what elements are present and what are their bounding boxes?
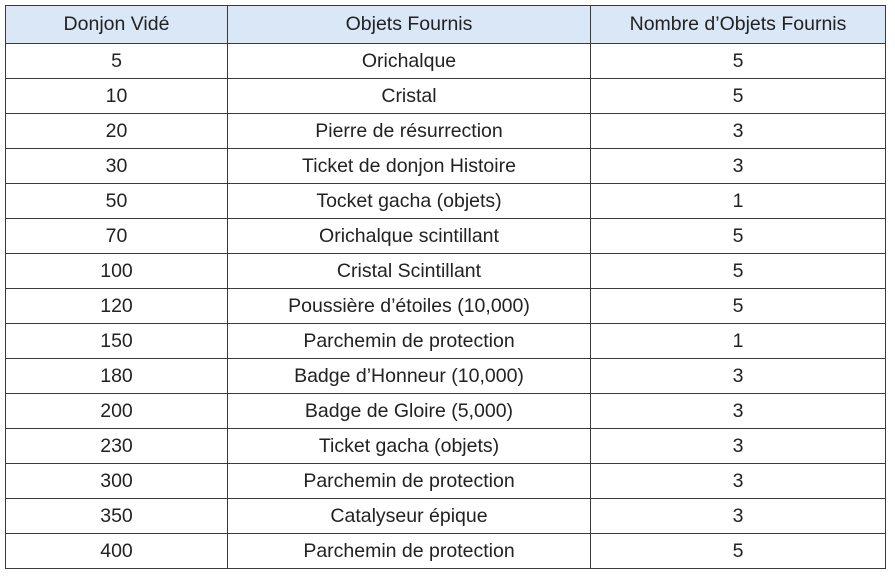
- table-cell: 120: [5, 288, 228, 324]
- table-row: 400 Parchemin de protection 5: [5, 533, 886, 569]
- header-cell: Nombre d’Objets Fournis: [590, 5, 886, 44]
- table-cell: 400: [5, 533, 228, 569]
- table-cell: Badge d’Honneur (10,000): [227, 358, 591, 394]
- table-container: Donjon Vidé Objets Fournis Nombre d’Objets…: [5, 5, 886, 569]
- table-cell: 3: [590, 428, 886, 464]
- table-row: 50 Tocket gacha (objets) 1: [5, 183, 886, 219]
- table-row: 350 Catalyseur épique 3: [5, 498, 886, 534]
- table-cell: Orichalque scintillant: [227, 218, 591, 254]
- table-row: 230 Ticket gacha (objets) 3: [5, 428, 886, 464]
- table-cell: 300: [5, 463, 228, 499]
- table-cell: 3: [590, 148, 886, 184]
- table-cell: 70: [5, 218, 228, 254]
- table-cell: Ticket de donjon Histoire: [227, 148, 591, 184]
- table-cell: 150: [5, 323, 228, 359]
- table-cell: Tocket gacha (objets): [227, 183, 591, 219]
- table-row: 20 Pierre de résurrection 3: [5, 113, 886, 149]
- table-cell: Parchemin de protection: [227, 533, 591, 569]
- table-row: 300 Parchemin de protection 3: [5, 463, 886, 499]
- table-cell: 200: [5, 393, 228, 429]
- table-cell: 100: [5, 253, 228, 289]
- table-cell: 3: [590, 113, 886, 149]
- header-cell: Donjon Vidé: [5, 5, 228, 44]
- table-cell: Catalyseur épique: [227, 498, 591, 534]
- table-cell: 180: [5, 358, 228, 394]
- table-cell: Poussière d’étoiles (10,000): [227, 288, 591, 324]
- table-cell: Cristal: [227, 78, 591, 114]
- table-cell: Parchemin de protection: [227, 323, 591, 359]
- table-row: 200 Badge de Gloire (5,000) 3: [5, 393, 886, 429]
- rewards-table: Donjon Vidé Objets Fournis Nombre d’Objets…: [5, 5, 886, 569]
- table-cell: Parchemin de protection: [227, 463, 591, 499]
- table-cell: 1: [590, 323, 886, 359]
- table-cell: 5: [590, 218, 886, 254]
- table-row: 5 Orichalque 5: [5, 43, 886, 79]
- table-cell: 3: [590, 498, 886, 534]
- table-cell: Pierre de résurrection: [227, 113, 591, 149]
- table-cell: 230: [5, 428, 228, 464]
- table-cell: 1: [590, 183, 886, 219]
- table-cell: 3: [590, 393, 886, 429]
- table-cell: 350: [5, 498, 228, 534]
- header-row: Donjon Vidé Objets Fournis Nombre d’Objets…: [5, 5, 886, 44]
- table-cell: 3: [590, 358, 886, 394]
- table-cell: 10: [5, 78, 228, 114]
- table-cell: 5: [590, 78, 886, 114]
- table-body: 5 Orichalque 5 10 Cristal 5 20 Pierre de résurr…: [5, 43, 886, 569]
- table-cell: 50: [5, 183, 228, 219]
- table-cell: 5: [590, 253, 886, 289]
- table-cell: 30: [5, 148, 228, 184]
- table-cell: 5: [590, 43, 886, 79]
- table-cell: Badge de Gloire (5,000): [227, 393, 591, 429]
- header-cell: Objets Fournis: [227, 5, 591, 44]
- table-row: 10 Cristal 5: [5, 78, 886, 114]
- table-cell: 3: [590, 463, 886, 499]
- table-row: 180 Badge d’Honneur (10,000) 3: [5, 358, 886, 394]
- table-row: 150 Parchemin de protection 1: [5, 323, 886, 359]
- table-cell: 5: [590, 533, 886, 569]
- table-row: 70 Orichalque scintillant 5: [5, 218, 886, 254]
- table-row: 30 Ticket de donjon Histoire 3: [5, 148, 886, 184]
- table-cell: Cristal Scintillant: [227, 253, 591, 289]
- table-cell: Orichalque: [227, 43, 591, 79]
- table-cell: Ticket gacha (objets): [227, 428, 591, 464]
- table-cell: 5: [590, 288, 886, 324]
- table-row: 100 Cristal Scintillant 5: [5, 253, 886, 289]
- table-row: 120 Poussière d’étoiles (10,000) 5: [5, 288, 886, 324]
- table-cell: 5: [5, 43, 228, 79]
- table-cell: 20: [5, 113, 228, 149]
